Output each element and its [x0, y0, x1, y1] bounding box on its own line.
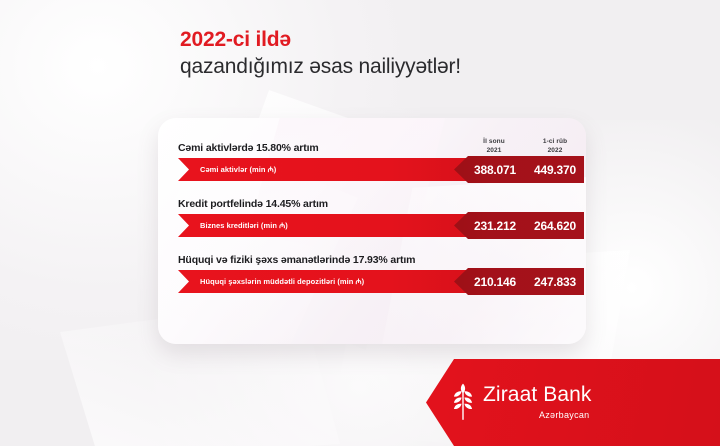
metric-value-2022: 264.620 — [534, 218, 576, 233]
metric-value-2022: 247.833 — [534, 274, 576, 289]
metric-bar-values: 388.071 449.370 — [454, 156, 584, 183]
metric-title: Cəmi aktivlərdə 15.80% artım — [178, 142, 319, 154]
column-header-2021-bottom: 2021 — [486, 146, 502, 154]
metric-value-2021: 210.146 — [474, 274, 516, 289]
metric-row: Kredit portfelində 14.45% artım 231.212 … — [178, 198, 584, 239]
metric-row: Cəmi aktivlərdə 15.80% artım 388.071 449… — [178, 142, 584, 183]
logo-content: Ziraat Bank Azərbaycan — [450, 383, 591, 421]
metric-bar-values: 210.146 247.833 — [454, 268, 584, 295]
wheat-icon — [453, 383, 473, 420]
metric-bar-values: 231.212 264.620 — [454, 212, 584, 239]
metric-bar: 388.071 449.370 Cəmi aktivlər (min ₼) — [178, 156, 584, 183]
metric-value-2021: 388.071 — [474, 162, 516, 177]
metric-row: Hüquqi və fiziki şəxs əmanətlərində 17.9… — [178, 254, 584, 295]
table-column-headers: İl sonu 2021 1-ci rüb 2022 — [0, 138, 720, 162]
metric-bar-label: Cəmi aktivlər (min ₼) — [200, 164, 277, 174]
metric-bar-label: Biznes kreditləri (min ₼) — [200, 220, 288, 230]
column-header-2021: İl sonu 2021 — [466, 138, 522, 156]
metric-bar-label: Hüquqi şəxslərin müddətli depozitləri (m… — [200, 276, 365, 286]
metric-title: Kredit portfelində 14.45% artım — [178, 198, 328, 210]
headline-subtitle: qazandığımız əsas nailiyyətlər! — [180, 54, 461, 78]
metric-bar: 231.212 264.620 Biznes kreditləri (min ₼… — [178, 212, 584, 239]
headline: 2022-ci ildə qazandığımız əsas nailiyyət… — [180, 28, 461, 80]
column-header-2022-top: 1-ci rüb — [542, 138, 568, 145]
headline-year: 2022-ci ildə — [180, 28, 291, 51]
logo-name: Ziraat Bank — [483, 382, 592, 406]
metric-bar: 210.146 247.833 Hüquqi şəxslərin müddətl… — [178, 268, 584, 295]
ziraat-bank-logo: Ziraat Bank Azərbaycan — [426, 359, 720, 446]
logo-subtitle: Azərbaycan — [538, 409, 590, 420]
metric-value-2021: 231.212 — [474, 218, 516, 233]
metric-title: Hüquqi və fiziki şəxs əmanətlərində 17.9… — [178, 254, 416, 266]
column-header-2022-bottom: 2022 — [547, 146, 563, 154]
column-header-2022: 1-ci rüb 2022 — [527, 138, 583, 156]
column-header-2021-top: İl sonu — [483, 138, 505, 145]
logo-text: Ziraat Bank Azərbaycan — [483, 384, 591, 420]
metric-value-2022: 449.370 — [534, 162, 576, 177]
